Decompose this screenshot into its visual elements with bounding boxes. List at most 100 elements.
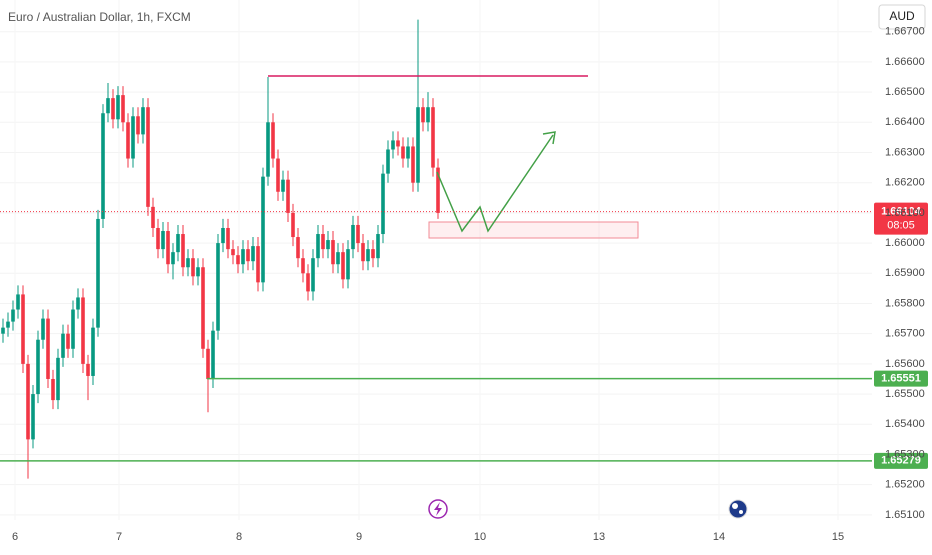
candle-body (286, 179, 290, 213)
level-price-tag (874, 370, 928, 387)
chart-title: Euro / Australian Dollar, 1h, FXCM (8, 10, 191, 24)
candle-body (56, 357, 60, 401)
candle-body (226, 227, 230, 250)
candle-body (61, 333, 65, 358)
candle-body (426, 107, 430, 123)
candle-body (296, 237, 300, 259)
y-tick-label: 1.66300 (885, 146, 925, 158)
candle-body (311, 258, 315, 292)
candle-body (376, 234, 380, 259)
y-tick-label: 1.65900 (885, 267, 925, 279)
y-tick-label: 1.66400 (885, 116, 925, 128)
candle-body (281, 179, 285, 192)
y-tick-label: 1.66200 (885, 177, 925, 189)
y-tick-label: 1.65700 (885, 328, 925, 340)
candle-body (76, 297, 80, 310)
candle-body (321, 234, 325, 250)
level-price-label: 1.65551 (881, 373, 921, 385)
candle-body (111, 98, 115, 120)
candle-body (41, 318, 45, 340)
candle-body (361, 243, 365, 262)
candles (1, 19, 440, 479)
level-price-tag (874, 452, 928, 469)
y-tick-label: 1.66500 (885, 86, 925, 98)
projection-arrowhead (542, 131, 556, 145)
x-tick-label: 10 (474, 531, 486, 543)
axes: 1.65100 1.65200 1.65300 1.65400 1.65500 1.656… (12, 26, 925, 543)
candle-body (231, 249, 235, 256)
candle-body (241, 249, 245, 265)
candle-body (271, 122, 275, 159)
y-tick-label: 1.66100 (885, 207, 925, 219)
candle-body (86, 363, 90, 376)
candle-body (121, 95, 125, 123)
candle-body (216, 243, 220, 331)
candle-body (116, 95, 120, 120)
candle-body (131, 116, 135, 159)
candle-body (36, 339, 40, 395)
candle-body (261, 176, 265, 283)
candle-body (391, 140, 395, 150)
countdown-label: 08:05 (887, 220, 915, 232)
candle-body (26, 363, 30, 440)
y-tick-label: 1.65500 (885, 388, 925, 400)
candle-body (436, 167, 440, 213)
y-tick-label: 1.65200 (885, 479, 925, 491)
candle-body (326, 240, 330, 250)
y-tick-label: 1.66000 (885, 237, 925, 249)
event-icon[interactable] (428, 499, 448, 519)
y-tick-label: 1.65100 (885, 509, 925, 521)
candle-body (186, 258, 190, 268)
candle-body (246, 249, 250, 262)
candle-body (411, 146, 415, 183)
candle-body (401, 146, 405, 159)
candle-body (31, 394, 35, 440)
candle-body (96, 218, 100, 328)
y-tick-label: 1.66700 (885, 26, 925, 38)
candle-body (386, 149, 390, 174)
y-tick-label: 1.65600 (885, 358, 925, 370)
candle-body (106, 98, 110, 114)
flag-icon[interactable] (728, 499, 748, 519)
candle-body (331, 240, 335, 265)
candle-body (201, 267, 205, 349)
candle-body (421, 107, 425, 123)
y-tick-label: 1.65400 (885, 418, 925, 430)
x-tick-label: 15 (832, 531, 844, 543)
candle-body (291, 212, 295, 238)
candle-body (66, 333, 70, 349)
candle-body (101, 113, 105, 219)
candle-body (196, 267, 200, 277)
levels: 1.65551 1.65279 1.66104 08:05 (0, 202, 928, 469)
candle-body (316, 234, 320, 259)
candle-body (381, 173, 385, 235)
candle-body (346, 249, 350, 280)
currency-label: AUD (889, 9, 915, 23)
candle-body (431, 107, 435, 168)
candle-body (276, 158, 280, 192)
candle-body (171, 252, 175, 265)
level-price-label: 1.65279 (881, 455, 921, 467)
candle-body (156, 227, 160, 250)
candle-body (126, 122, 130, 159)
currency-button[interactable] (878, 4, 926, 30)
candle-body (16, 294, 20, 310)
candle-body (301, 258, 305, 274)
candle-body (81, 297, 85, 364)
candle-body (176, 234, 180, 253)
y-tick-label: 1.66600 (885, 56, 925, 68)
candle-body (236, 255, 240, 265)
demand-zone (428, 221, 639, 239)
candle-body (306, 273, 310, 292)
candle-body (356, 224, 360, 244)
candle-body (146, 107, 150, 207)
y-tick-label: 1.65300 (885, 448, 925, 460)
candle-body (181, 234, 185, 268)
candle-body (341, 252, 345, 280)
x-tick-label: 6 (12, 531, 18, 543)
current-price-label: 1.66104 (881, 206, 922, 218)
candle-body (191, 258, 195, 277)
candle-body (71, 309, 75, 349)
